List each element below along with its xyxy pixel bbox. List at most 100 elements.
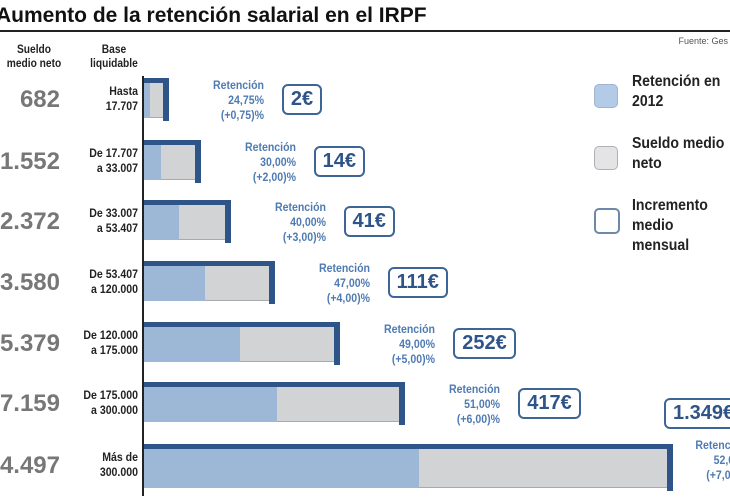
legend-swatch [594,84,618,108]
legend-label: Retención en 2012 [632,73,721,110]
bar-retencion [144,145,161,180]
bar-side-edge [334,322,341,365]
sueldo-value: 682 [19,86,60,113]
bar [144,322,341,365]
bar-retencion [144,387,278,422]
source-note: Fuente: Ges [678,36,728,46]
retencion-line: (+3,00)% [282,230,326,244]
incremento-box: 111€ [387,267,448,298]
sueldo-value: 5.379 [0,330,60,357]
legend-swatch [594,146,618,170]
retencion-line: 51,00% [464,397,501,411]
legend-swatch [594,208,620,234]
retencion-line: Retención [449,382,501,396]
sueldo-value: 4.497 [0,452,60,479]
bar-retencion [144,205,179,240]
legend-label: Sueldo medio neto [632,135,725,172]
base-line: De 175.000 [83,388,138,402]
base-line: a 53.407 [96,221,138,235]
base-line: De 17.707 [89,146,138,160]
retencion-line: (+7,00) [706,468,730,482]
bar [144,444,673,491]
header-sueldo: Sueldo medio neto [6,42,62,70]
bar-retencion [144,266,206,301]
header-base: Base liquidable [90,42,138,70]
retencion-line: (+6,00)% [457,412,501,426]
incremento-box: 1.349€ [664,398,730,429]
title-rule [0,30,730,32]
bar-retencion [144,327,241,362]
retencion-line: (+5,00)% [392,352,436,366]
retencion-line: 47,00% [333,276,370,290]
bar-retencion [144,449,420,488]
bar-side-edge [224,200,231,243]
base-range: De 120.000 a 175.000 [71,328,138,358]
sueldo-value: 2.372 [0,208,60,235]
retencion-line: 52,00 [713,453,730,467]
retencion-line: Retención [384,322,436,336]
retencion-line: 49,00% [399,337,436,351]
retencion-line: 30,00% [259,155,296,169]
base-line: a 175.000 [91,343,138,357]
base-range: De 17.707 a 33.007 [71,146,138,176]
incremento-box: 2€ [281,84,323,115]
retencion-line: (+4,00)% [326,291,370,305]
retencion-line: Retención [274,200,326,214]
retencion-line: Retención [318,261,370,275]
base-range: Hasta 17.707 [71,84,138,114]
retencion-line: 24,75% [228,93,264,107]
retencion-label: Retención 49,00% (+5,00)% [369,322,435,367]
bar-top-edge [144,322,341,327]
retencion-label: Retención 51,00% (+6,00)% [434,382,500,427]
base-range: De 53.407 a 120.000 [71,267,138,297]
base-line: Más de [102,450,138,464]
retencion-line: Retención [244,140,296,154]
bar-top-edge [144,78,169,83]
retencion-line: Retenció [695,438,730,452]
bar-side-edge [667,444,673,491]
base-line: Hasta [109,84,138,98]
base-range: Más de 300.000 [71,450,138,480]
base-line: De 33.007 [89,206,138,220]
retencion-line: 40,00% [289,215,326,229]
bar-side-edge [194,140,201,183]
bar-side-edge [162,78,169,121]
sueldo-value: 7.159 [0,390,60,417]
retencion-label: Retención 47,00% (+4,00)% [304,261,370,306]
base-line: 300.000 [99,465,138,479]
bar-top-edge [144,382,406,387]
bar-top-edge [144,444,673,449]
bar-side-edge [268,261,275,304]
bar-top-edge [144,261,275,266]
bar-side-edge [399,382,406,425]
retencion-label: Retención 40,00% (+3,00)% [260,200,326,245]
incremento-box: 417€ [518,388,581,419]
bar [144,261,275,304]
retencion-line: Retención [212,78,264,92]
retencion-label: Retención 30,00% (+2,00)% [230,140,296,185]
base-line: a 120.000 [91,282,138,296]
base-line: De 53.407 [89,267,138,281]
base-range: De 175.000 a 300.000 [71,388,138,418]
base-line: De 120.000 [83,328,138,342]
base-range: De 33.007 a 53.407 [71,206,138,236]
axis-line [142,76,144,496]
retencion-label: Retención 24,75% (+0,75)% [198,78,264,123]
base-line: a 300.000 [91,403,138,417]
incremento-box: 41€ [343,206,395,237]
bar-retencion [144,83,151,118]
sueldo-value: 1.552 [0,148,60,175]
bar-top-edge [144,140,201,145]
chart-title: Aumento de la retención salarial en el I… [0,4,427,27]
retencion-line: (+2,00)% [252,170,296,184]
bar [144,382,406,425]
retencion-label: Retenció52,00(+7,00) [674,438,730,483]
legend-label: Incremento medio mensual [632,197,708,254]
base-line: 17.707 [105,99,138,113]
sueldo-value: 3.580 [0,269,60,296]
incremento-box: 14€ [313,146,365,177]
bar [144,140,201,183]
base-line: a 33.007 [96,161,138,175]
bar [144,200,231,243]
bar-top-edge [144,200,231,205]
